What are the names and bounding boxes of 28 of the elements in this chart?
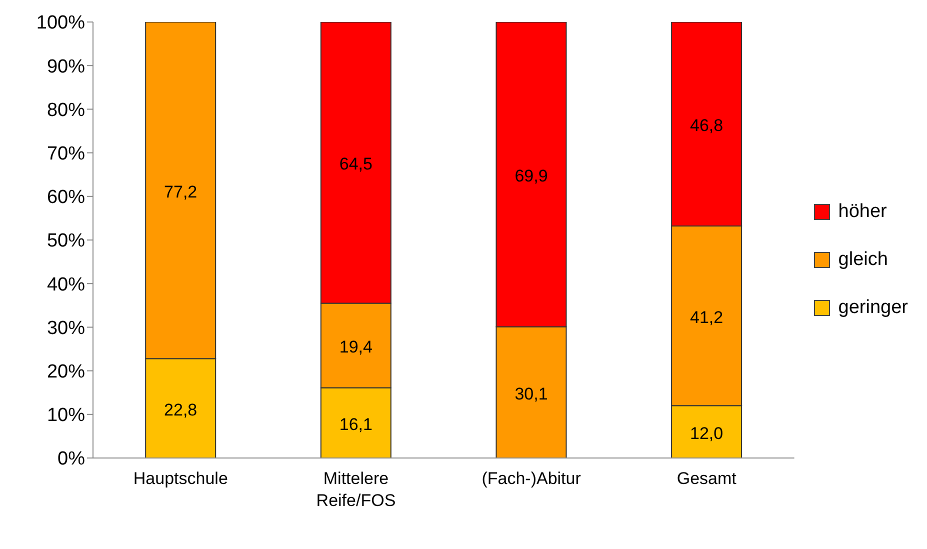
data-label: 19,4 xyxy=(339,338,372,357)
legend-label: gleich xyxy=(838,249,888,271)
y-tick-label: 20% xyxy=(46,362,86,383)
data-label: 64,5 xyxy=(339,154,372,174)
legend-label: geringer xyxy=(838,297,908,319)
data-label: 22,8 xyxy=(164,400,198,420)
data-label: 46,8 xyxy=(690,116,724,136)
data-label: 30,1 xyxy=(514,384,548,404)
legend-label: höher xyxy=(838,201,887,223)
x-tick-label: (Fach-)Abitur xyxy=(482,469,582,488)
y-tick-label: 70% xyxy=(46,144,86,165)
data-label: 41,2 xyxy=(690,308,724,327)
data-label: 69,9 xyxy=(514,166,548,186)
y-tick-label: 10% xyxy=(46,405,86,426)
data-label: 12,0 xyxy=(690,424,724,443)
y-tick-label: 60% xyxy=(46,187,86,208)
y-tick-label: 90% xyxy=(46,56,86,78)
y-tick-label: 80% xyxy=(46,100,86,121)
x-tick-label: Mittelere Reife/FOS xyxy=(316,469,396,510)
data-label: 16,1 xyxy=(339,414,372,434)
y-tick-label: 100% xyxy=(36,12,86,34)
data-label: 77,2 xyxy=(164,182,198,202)
x-tick-label: Hauptschule xyxy=(133,469,228,488)
y-tick-label: 30% xyxy=(46,318,86,339)
y-tick-label: 0% xyxy=(58,448,86,470)
y-tick-label: 50% xyxy=(46,230,86,252)
y-tick-label: 40% xyxy=(46,274,86,296)
x-tick-label: Gesamt xyxy=(676,469,737,488)
